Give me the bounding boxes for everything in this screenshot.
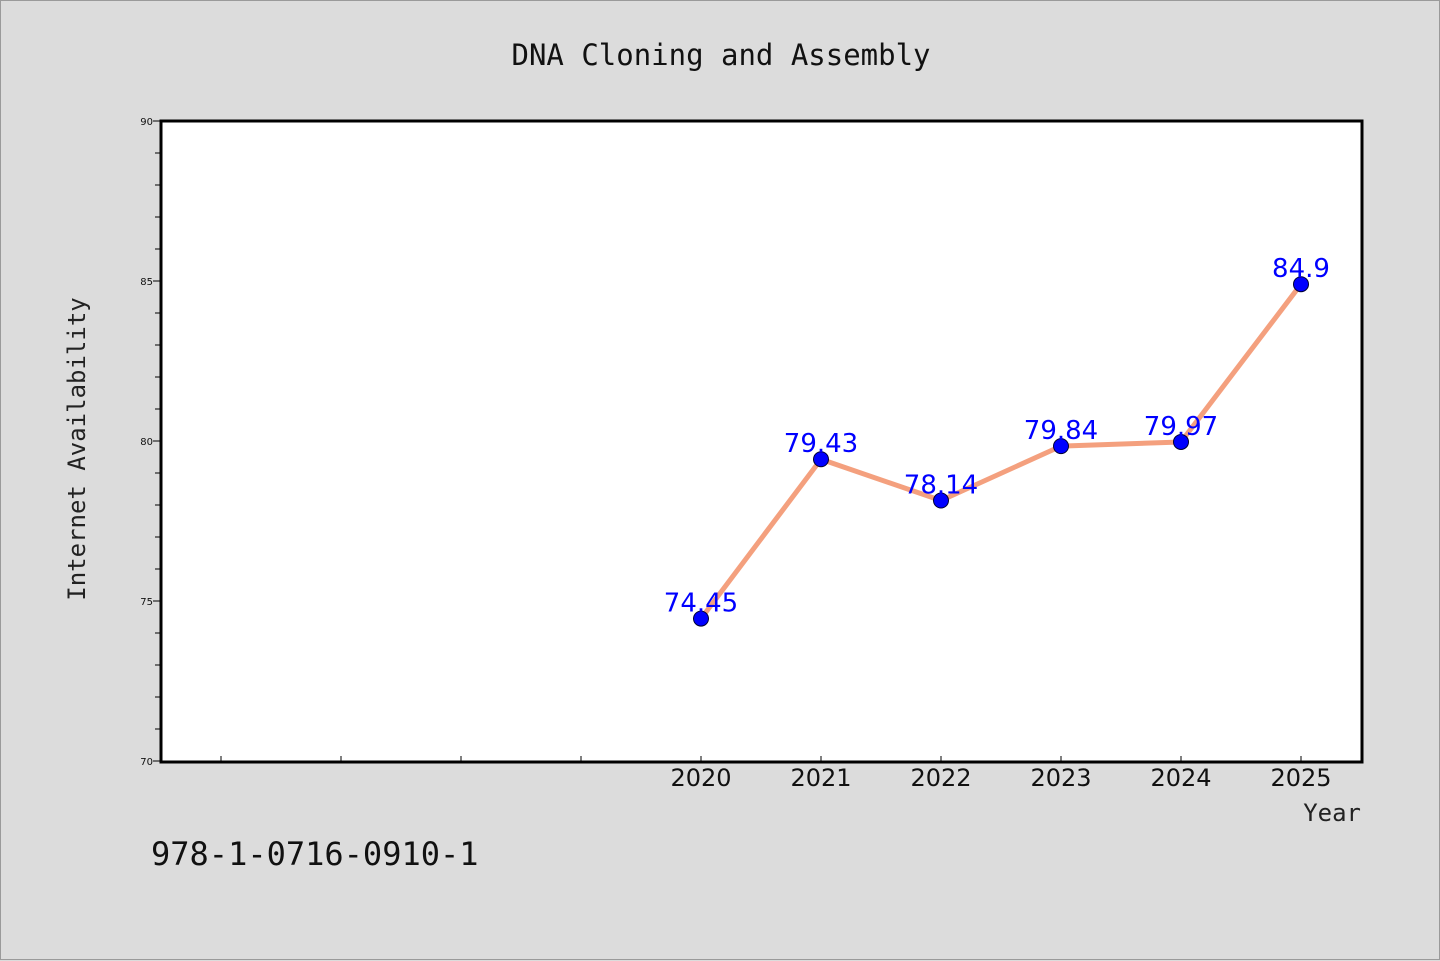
x-tick-label: 2025 <box>1270 764 1331 792</box>
series-line-group <box>693 276 1309 627</box>
data-label: 79.84 <box>1024 416 1098 446</box>
series-line <box>699 282 1303 621</box>
data-label: 74.45 <box>664 589 738 619</box>
data-point <box>1053 438 1069 455</box>
y-axis-label: Internet Availability <box>63 297 91 600</box>
y-tick-label: 70 <box>140 757 153 768</box>
data-point <box>813 451 829 468</box>
data-point <box>933 492 949 509</box>
data-label: 84.9 <box>1272 254 1330 284</box>
y-tick-label: 90 <box>140 117 153 128</box>
data-point <box>693 610 709 627</box>
data-point <box>1173 433 1189 450</box>
data-point <box>1293 276 1309 293</box>
data-label: 78.14 <box>904 471 978 501</box>
x-tick-label: 2022 <box>910 764 971 792</box>
data-label-group: 74.45 79.43 78.14 79.84 79.97 84.9 <box>664 254 1330 618</box>
x-axis: 2020 2021 2022 2023 2024 2025 <box>220 756 1332 792</box>
data-label: 79.97 <box>1144 412 1218 442</box>
chart-title: DNA Cloning and Assembly <box>511 38 930 72</box>
x-tick-label: 2024 <box>1150 764 1211 792</box>
y-tick-label: 75 <box>140 597 153 608</box>
y-axis: 70 75 80 85 90 <box>140 117 161 768</box>
data-label: 79.43 <box>784 429 858 459</box>
y-tick-label: 80 <box>140 437 153 448</box>
x-tick-label: 2021 <box>790 764 851 792</box>
y-tick-label: 85 <box>140 277 153 288</box>
isbn-footer: 978-1-0716-0910-1 <box>151 835 479 873</box>
x-axis-label: Year <box>1303 799 1361 827</box>
x-tick-label: 2020 <box>670 764 731 792</box>
x-tick-label: 2023 <box>1030 764 1091 792</box>
